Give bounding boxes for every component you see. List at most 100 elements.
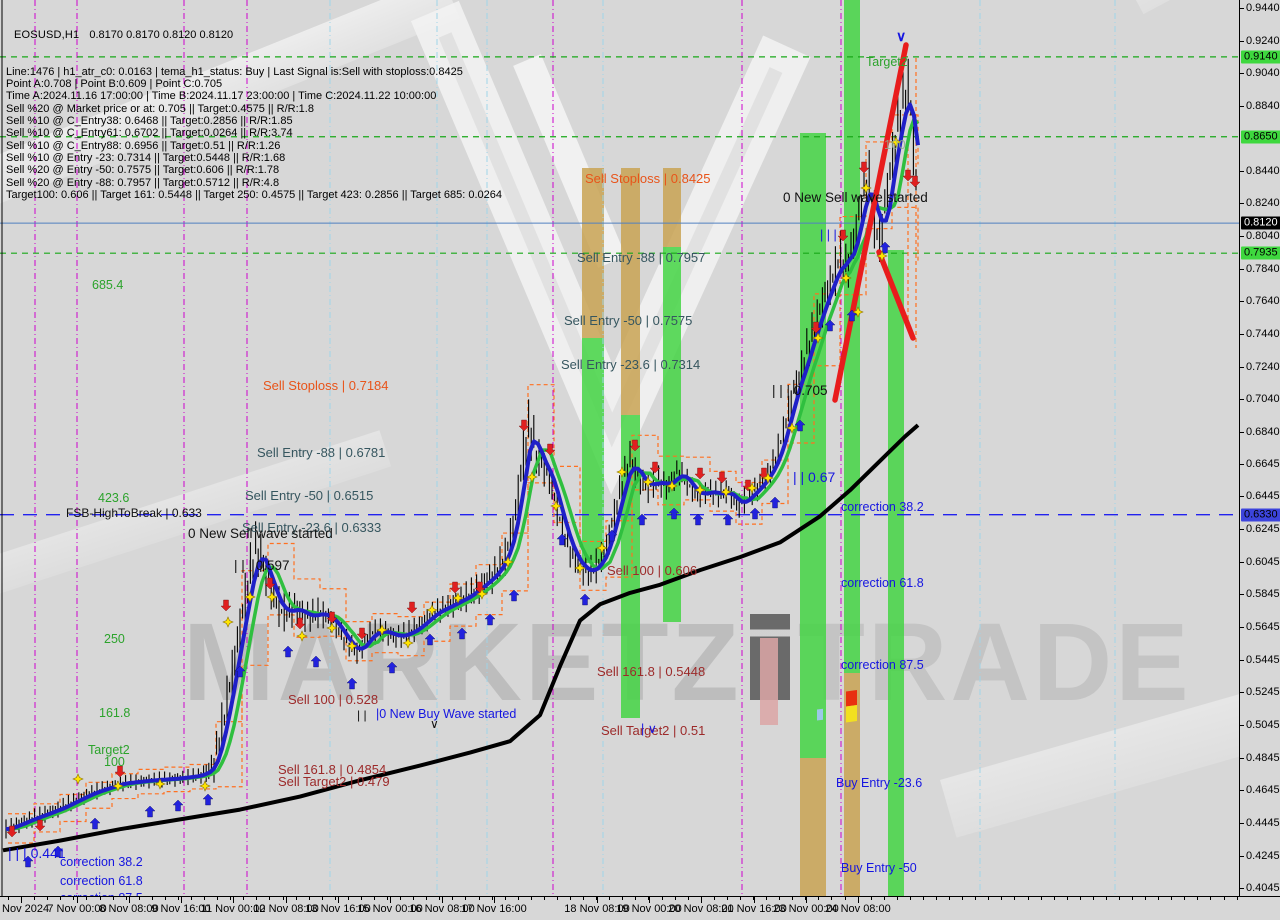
time-major-tick (21, 897, 22, 903)
signal-zone-band[interactable] (888, 250, 904, 896)
price-tick (1240, 856, 1244, 857)
wave-trend-line-red[interactable] (876, 249, 916, 341)
time-label: 16 Nov 08:00 (409, 903, 475, 915)
zigzag-channel[interactable] (8, 206, 919, 844)
price-tick (1240, 660, 1244, 661)
price-label-0.7240: 0.7240 (1246, 361, 1280, 373)
price-label-0.9440: 0.9440 (1246, 2, 1280, 14)
time-major-tick (77, 897, 78, 903)
signal-zone-band[interactable] (760, 638, 778, 725)
sell-arrow-icon (902, 169, 914, 182)
time-label: 23 Nov 00:00 (773, 903, 839, 915)
signal-star-icon (812, 332, 824, 344)
time-major-tick (806, 897, 807, 903)
price-label-0.6445: 0.6445 (1246, 490, 1280, 502)
time-major-tick (442, 897, 443, 903)
time-minor-tick (125, 897, 127, 900)
price-tick (1240, 203, 1244, 204)
signal-zone-band[interactable] (663, 168, 681, 247)
buy-arrow-icon (484, 613, 496, 626)
chart-canvas[interactable] (0, 0, 1239, 896)
signal-zone-band[interactable] (800, 758, 826, 896)
signal-zone-band[interactable] (844, 673, 860, 896)
time-minor-tick (191, 897, 192, 900)
signal-star-icon (746, 482, 758, 494)
time-minor-tick (360, 897, 362, 900)
time-minor-tick (1066, 897, 1068, 900)
info-line-10: Sell %20 @ Entry -88: 0.7957 || Target:0… (6, 176, 280, 189)
time-label: 5 Nov 2024 (0, 903, 50, 915)
wave-trend-line-red[interactable] (832, 42, 909, 403)
time-minor-tick (713, 897, 715, 900)
time-minor-tick (1197, 897, 1199, 900)
price-label-0.5245: 0.5245 (1246, 686, 1280, 698)
signal-star-icon (596, 542, 608, 554)
signal-zone-band[interactable] (582, 168, 604, 338)
price-label-0.6645: 0.6645 (1246, 458, 1280, 470)
ma-slow-black[interactable] (2, 423, 920, 853)
time-minor-tick (387, 897, 388, 900)
price-level-badge-0.9140: 0.9140 (1241, 50, 1280, 64)
price-label-0.7640: 0.7640 (1246, 295, 1280, 307)
time-minor-tick (805, 897, 807, 900)
signal-star-icon (72, 773, 84, 785)
watermark-text-left: MARKETZ (183, 601, 742, 724)
price-label-0.5845: 0.5845 (1246, 588, 1280, 600)
time-minor-tick (831, 897, 833, 900)
time-minor-tick (99, 897, 101, 900)
signal-zone-band[interactable] (621, 168, 640, 415)
time-minor-tick (922, 897, 924, 900)
time-major-tick (338, 897, 339, 903)
price-tick (1240, 790, 1244, 791)
chart-plot-area[interactable]: MARKETZ TRADE (0, 0, 1239, 896)
signal-star-icon (346, 640, 358, 652)
sell-arrow-icon (858, 161, 870, 174)
price-tick (1240, 725, 1244, 726)
time-minor-tick (491, 897, 493, 900)
signal-zone-band[interactable] (663, 247, 681, 622)
buy-arrow-icon (668, 507, 680, 520)
sell-arrow-icon (909, 175, 921, 188)
time-minor-tick (60, 897, 62, 900)
price-axis[interactable]: 0.9440 0.9240 0.9040 0.8840 0.8440 0.8240 0.80… (1239, 0, 1280, 896)
price-level-badge-0.8650: 0.8650 (1241, 130, 1280, 144)
time-major-tick (597, 897, 598, 903)
time-minor-tick (1105, 897, 1107, 900)
time-major-tick (858, 897, 859, 903)
time-major-tick (754, 897, 755, 903)
time-minor-tick (779, 897, 781, 900)
info-line-2: Point A:0.708 | Point B:0.609 | Point C:… (6, 78, 223, 91)
info-line-5: Sell %10 @ C_Entry38: 0.6468 || Target:0… (6, 115, 293, 128)
price-tick (1240, 496, 1244, 497)
signal-zone-band[interactable] (844, 0, 860, 673)
time-major-tick (701, 897, 702, 903)
signal-zone-band[interactable] (582, 338, 604, 563)
ma-green[interactable] (6, 117, 920, 831)
buy-arrow-icon (579, 593, 591, 606)
ma-fast-blue[interactable] (5, 102, 920, 832)
zigzag-channel[interactable] (8, 114, 919, 815)
sell-arrow-icon (837, 229, 849, 242)
time-minor-tick (439, 897, 441, 900)
price-tick (1240, 367, 1244, 368)
info-line-4: Sell %20 @ Market price or at: 0.705 || … (6, 102, 314, 115)
time-minor-tick (1236, 897, 1238, 900)
time-label: 24 Nov 08:00 (825, 903, 891, 915)
buy-arrow-icon (769, 496, 781, 509)
time-minor-tick (517, 897, 519, 900)
time-minor-tick (138, 897, 140, 900)
time-minor-tick (962, 897, 964, 900)
price-tick (1240, 692, 1244, 693)
time-major-tick (494, 897, 495, 903)
time-minor-tick (151, 897, 153, 900)
sell-arrow-icon (34, 819, 46, 832)
price-tick (1240, 301, 1244, 302)
time-minor-tick (622, 897, 624, 900)
signal-star-icon (476, 588, 488, 600)
price-label-0.8840: 0.8840 (1246, 100, 1280, 112)
price-label-0.4845: 0.4845 (1246, 752, 1280, 764)
signal-zone-band[interactable] (800, 133, 826, 758)
info-line-6: Sell %10 @ C_Entry61: 0.6702 || Target:0… (6, 127, 293, 140)
signal-star-icon (890, 136, 902, 148)
